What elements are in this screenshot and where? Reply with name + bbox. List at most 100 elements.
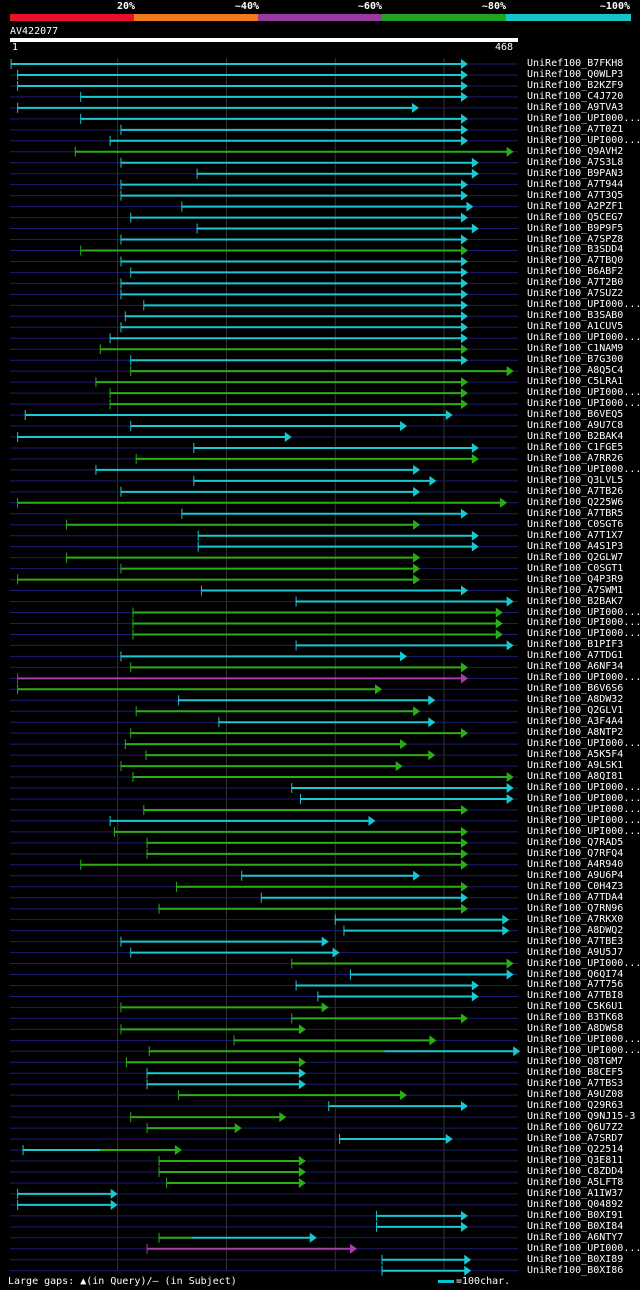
hit-name[interactable]: UniRef100_B0XI84 — [527, 1220, 624, 1232]
hit-name[interactable]: UniRef100_Q4P3R9 — [527, 573, 624, 585]
hit-name[interactable]: UniRef100_A4S1P3 — [527, 540, 624, 552]
hit-name[interactable]: UniRef100_UPI000... — [527, 792, 640, 804]
hit-name[interactable]: UniRef100_Q8TGM7 — [527, 1056, 624, 1068]
hit-name[interactable]: UniRef100_B6ABF2 — [527, 266, 624, 278]
hit-name[interactable]: UniRef100_B2BAK7 — [527, 595, 624, 607]
hit-name[interactable]: UniRef100_A5K5F4 — [527, 749, 624, 761]
hit-name[interactable]: UniRef100_A9U6P4 — [527, 869, 624, 881]
hit-name[interactable]: UniRef100_Q04892 — [527, 1198, 624, 1210]
hit-name[interactable]: UniRef100_UPI000... — [527, 672, 640, 684]
hit-name[interactable]: UniRef100_C1FGE5 — [527, 441, 624, 453]
hit-name[interactable]: UniRef100_A7T1X7 — [527, 529, 624, 541]
hit-name[interactable]: UniRef100_B0XI91 — [527, 1209, 624, 1221]
hit-name[interactable]: UniRef100_A9TVA3 — [527, 101, 624, 113]
hit-name[interactable]: UniRef100_A6NTY7 — [527, 1231, 624, 1243]
hit-name[interactable]: UniRef100_A7TDG1 — [527, 650, 624, 662]
hit-name[interactable]: UniRef100_UPI000... — [527, 957, 640, 969]
hit-name[interactable]: UniRef100_UPI000... — [527, 398, 640, 410]
hit-name[interactable]: UniRef100_A7TBQ0 — [527, 255, 624, 267]
hit-name[interactable]: UniRef100_C5LRA1 — [527, 376, 624, 388]
hit-name[interactable]: UniRef100_A7TBI8 — [527, 990, 624, 1002]
hit-name[interactable]: UniRef100_B3SDD4 — [527, 244, 624, 256]
hit-name[interactable]: UniRef100_A7TDA4 — [527, 891, 624, 903]
hit-name[interactable]: UniRef100_B0XI86 — [527, 1264, 624, 1276]
hit-name[interactable]: UniRef100_Q22514 — [527, 1144, 624, 1156]
hit-name[interactable]: UniRef100_A7SPZ8 — [527, 233, 624, 245]
hit-name[interactable]: UniRef100_A7S3L8 — [527, 156, 624, 168]
hit-name[interactable]: UniRef100_UPI000... — [527, 112, 640, 124]
hit-name[interactable]: UniRef100_A6NF34 — [527, 661, 624, 673]
hit-name[interactable]: UniRef100_B9P9F5 — [527, 222, 624, 234]
hit-name[interactable]: UniRef100_A7RKX0 — [527, 913, 624, 925]
hit-name[interactable]: UniRef100_UPI000... — [527, 1034, 640, 1046]
hit-name[interactable]: UniRef100_UPI000... — [527, 782, 640, 794]
hit-name[interactable]: UniRef100_A7T2B0 — [527, 277, 624, 289]
hit-name[interactable]: UniRef100_A8NTP2 — [527, 727, 624, 739]
hit-name[interactable]: UniRef100_B7FKH8 — [527, 58, 624, 69]
hit-name[interactable]: UniRef100_A7TBR5 — [527, 507, 624, 519]
hit-name[interactable]: UniRef100_A7SRD7 — [527, 1133, 624, 1145]
hit-name[interactable]: UniRef100_UPI000... — [527, 617, 640, 629]
hit-name[interactable]: UniRef100_Q9AVH2 — [527, 145, 624, 157]
hit-name[interactable]: UniRef100_A9UZ08 — [527, 1089, 624, 1101]
hit-name[interactable]: UniRef100_A7TBE3 — [527, 935, 624, 947]
hit-name[interactable]: UniRef100_UPI000... — [527, 1045, 640, 1057]
hit-name[interactable]: UniRef100_A4R940 — [527, 858, 624, 870]
hit-name[interactable]: UniRef100_UPI000... — [527, 134, 640, 146]
hit-name[interactable]: UniRef100_B0XI89 — [527, 1253, 624, 1265]
hit-name[interactable]: UniRef100_B8CEF5 — [527, 1067, 624, 1079]
hit-name[interactable]: UniRef100_B3SAB0 — [527, 310, 624, 322]
hit-name[interactable]: UniRef100_Q5CEG7 — [527, 211, 624, 223]
hit-name[interactable]: UniRef100_UPI000... — [527, 332, 640, 344]
hit-name[interactable]: UniRef100_A7SUZ2 — [527, 288, 624, 300]
hit-name[interactable]: UniRef100_Q7RN96 — [527, 902, 624, 914]
hit-name[interactable]: UniRef100_Q3LVL5 — [527, 474, 624, 486]
hit-name[interactable]: UniRef100_A9U7C8 — [527, 420, 624, 431]
hit-name[interactable]: UniRef100_UPI000... — [527, 814, 640, 826]
hit-name[interactable]: UniRef100_UPI000... — [527, 803, 640, 815]
hit-name[interactable]: UniRef100_A7TB26 — [527, 485, 624, 497]
hit-name[interactable]: UniRef100_UPI000... — [527, 299, 640, 311]
hit-name[interactable]: UniRef100_C0SGT6 — [527, 518, 624, 530]
hit-name[interactable]: UniRef100_B9PAN3 — [527, 167, 624, 179]
hit-name[interactable]: UniRef100_Q225W6 — [527, 496, 624, 508]
hit-name[interactable]: UniRef100_A8DW32 — [527, 694, 624, 706]
hit-name[interactable]: UniRef100_B2BAK4 — [527, 430, 624, 442]
hit-name[interactable]: UniRef100_A5LFT8 — [527, 1176, 624, 1188]
hit-name[interactable]: UniRef100_A8Q5C4 — [527, 365, 624, 377]
hit-name[interactable]: UniRef100_C0SGT1 — [527, 562, 624, 574]
hit-name[interactable]: UniRef100_Q29R63 — [527, 1100, 624, 1112]
hit-name[interactable]: UniRef100_A7SWM1 — [527, 584, 624, 596]
hit-name[interactable]: UniRef100_A8DWS8 — [527, 1023, 624, 1035]
hit-name[interactable]: UniRef100_A2PZF1 — [527, 200, 624, 212]
hit-name[interactable]: UniRef100_A7T756 — [527, 979, 624, 991]
hit-name[interactable]: UniRef100_A7RR26 — [527, 452, 624, 464]
hit-name[interactable]: UniRef100_C5K6U1 — [527, 1001, 624, 1013]
hit-name[interactable]: UniRef100_Q7RAD5 — [527, 836, 624, 848]
hit-name[interactable]: UniRef100_A8DWQ2 — [527, 924, 624, 936]
hit-name[interactable]: UniRef100_Q2GLW7 — [527, 551, 624, 563]
hit-name[interactable]: UniRef100_Q2GLV1 — [527, 705, 624, 717]
hit-name[interactable]: UniRef100_Q7RFQ4 — [527, 847, 624, 859]
hit-name[interactable]: UniRef100_C1NAM9 — [527, 343, 624, 355]
hit-name[interactable]: UniRef100_C8ZDD4 — [527, 1165, 624, 1177]
hit-name[interactable]: UniRef100_UPI000... — [527, 387, 640, 399]
hit-name[interactable]: UniRef100_A8QI81 — [527, 771, 624, 783]
hit-name[interactable]: UniRef100_A3F4A4 — [527, 716, 624, 728]
hit-name[interactable]: UniRef100_A9U5J7 — [527, 946, 624, 958]
hit-name[interactable]: UniRef100_UPI000... — [527, 463, 640, 475]
hit-name[interactable]: UniRef100_A1IW37 — [527, 1187, 624, 1199]
hit-name[interactable]: UniRef100_B6V6S6 — [527, 683, 624, 695]
hit-name[interactable]: UniRef100_Q0WLP3 — [527, 68, 624, 80]
hit-name[interactable]: UniRef100_B3TK68 — [527, 1012, 624, 1024]
hit-name[interactable]: UniRef100_A7T944 — [527, 178, 624, 190]
hit-name[interactable]: UniRef100_Q9NJ15-3 — [527, 1111, 636, 1123]
hit-name[interactable]: UniRef100_C4J720 — [527, 90, 624, 102]
hit-name[interactable]: UniRef100_A7T0Z1 — [527, 123, 624, 135]
hit-name[interactable]: UniRef100_UPI000... — [527, 606, 640, 618]
hit-name[interactable]: UniRef100_B7G300 — [527, 354, 624, 366]
hit-name[interactable]: UniRef100_A9LSK1 — [527, 760, 624, 772]
hit-name[interactable]: UniRef100_B1PIF3 — [527, 639, 624, 651]
hit-name[interactable]: UniRef100_C0H4Z3 — [527, 880, 624, 892]
hit-name[interactable]: UniRef100_A1CUV5 — [527, 321, 624, 333]
